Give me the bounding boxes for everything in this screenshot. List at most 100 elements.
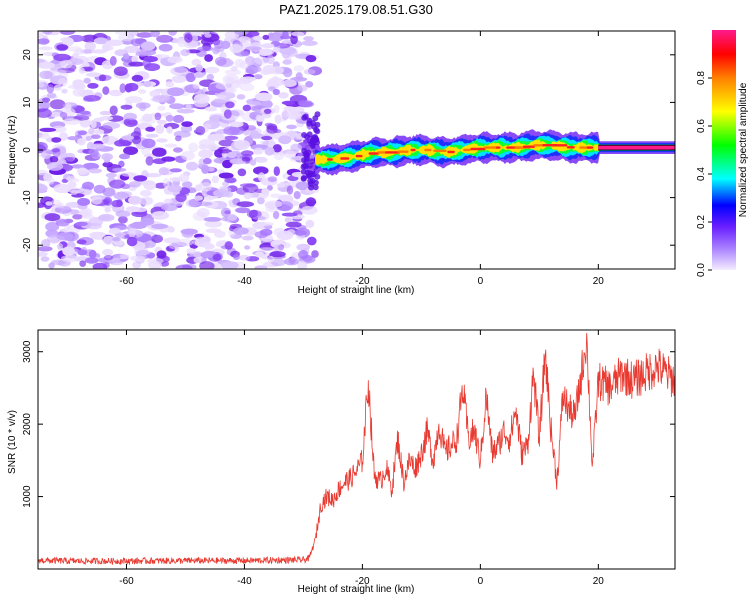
noise-blob — [136, 32, 154, 38]
noise-blob — [262, 34, 270, 40]
noise-blob — [185, 103, 192, 110]
noise-blob — [286, 185, 294, 195]
noise-blob — [282, 79, 297, 87]
noise-blob — [239, 83, 255, 92]
noise-blob — [239, 76, 257, 82]
noise-blob — [207, 133, 226, 141]
ridge-core — [522, 145, 535, 148]
y-tick-label: 20 — [22, 49, 33, 61]
noise-blob — [47, 176, 55, 185]
noise-blob — [38, 61, 55, 69]
noise-blob — [241, 235, 254, 241]
x-tick-label: 0 — [478, 276, 484, 287]
colorbar: 0.0 0.2 0.4 0.6 0.8 Normalized spectral ampl… — [696, 30, 749, 277]
noise-blob — [65, 103, 72, 113]
noise-blob — [175, 193, 187, 203]
noise-blob — [128, 61, 145, 67]
noise-blob — [253, 147, 264, 155]
noise-blob — [45, 201, 53, 206]
noise-blob — [294, 230, 307, 236]
noise-blob — [156, 34, 174, 43]
noise-blob — [102, 248, 114, 256]
noise-blob — [134, 249, 151, 256]
noise-blob — [297, 84, 308, 92]
noise-blob — [147, 258, 164, 264]
noise-blob — [195, 64, 203, 72]
noise-blob — [160, 203, 178, 212]
noise-blob — [227, 151, 237, 158]
noise-blob — [142, 240, 156, 249]
snr-y-axis-label: SNR (10 * v/v) — [7, 410, 18, 474]
noise-blob — [188, 142, 199, 153]
noise-blob — [151, 223, 169, 230]
noise-blob — [73, 83, 86, 90]
noise-blob — [108, 89, 123, 97]
noise-blob — [224, 177, 237, 184]
noise-blob — [143, 56, 158, 63]
noise-blob — [83, 95, 101, 102]
noise-blob — [85, 136, 92, 141]
noise-blob — [117, 254, 130, 260]
noise-blob — [145, 156, 154, 166]
x-tick-label: 20 — [593, 276, 605, 287]
noise-blob — [55, 219, 70, 227]
noise-blob — [224, 69, 242, 76]
noise-blob — [76, 112, 92, 118]
noise-blob — [196, 207, 210, 218]
noise-blob — [105, 39, 124, 47]
noise-blob — [204, 220, 223, 228]
noise-blob — [86, 72, 102, 77]
noise-blob — [165, 114, 174, 122]
noise-blob — [77, 197, 91, 206]
noise-blob — [44, 213, 61, 222]
noise-blob — [39, 133, 51, 140]
noise-blob — [91, 196, 103, 205]
noise-blob — [276, 230, 294, 241]
noise-blob — [186, 248, 196, 255]
noise-blob — [269, 251, 286, 258]
noise-blob — [72, 87, 86, 97]
noise-blob — [284, 217, 292, 223]
noise-blob — [284, 257, 299, 266]
noise-blob — [218, 172, 234, 179]
noise-blob — [79, 120, 94, 126]
noise-blob — [199, 261, 215, 269]
noise-blob — [166, 126, 173, 134]
noise-blob — [81, 214, 95, 220]
noise-blob — [302, 113, 309, 120]
noise-blob — [249, 130, 259, 137]
noise-blob — [158, 43, 173, 52]
noise-blob — [314, 128, 321, 135]
noise-blob — [272, 88, 280, 96]
noise-blob — [135, 51, 149, 57]
noise-blob — [38, 32, 44, 38]
noise-blob — [103, 198, 111, 205]
ridge-core — [496, 146, 501, 149]
noise-blob — [90, 119, 97, 129]
noise-blob — [112, 167, 127, 172]
noise-blob — [257, 247, 275, 252]
noise-blob — [287, 175, 299, 182]
noise-blob — [119, 83, 127, 93]
ridge-core — [368, 152, 379, 155]
noise-blob — [305, 81, 314, 88]
noise-blob — [269, 66, 285, 75]
noise-blob — [278, 92, 289, 99]
noise-blob — [120, 104, 133, 110]
noise-blob — [90, 134, 101, 139]
spectrogram-ridge — [315, 129, 675, 176]
noise-blob — [135, 102, 151, 109]
noise-blob — [307, 236, 317, 246]
noise-blob — [61, 255, 79, 263]
colorbar-tick-label: 0.4 — [696, 167, 707, 181]
noise-blob — [109, 179, 126, 189]
ridge-core — [598, 145, 675, 150]
noise-blob — [125, 82, 139, 92]
noise-blob — [308, 184, 315, 191]
noise-blob — [115, 210, 131, 218]
noise-blob — [286, 124, 297, 130]
ridge-core — [397, 150, 409, 153]
noise-blob — [309, 158, 316, 165]
noise-blob — [215, 82, 233, 90]
